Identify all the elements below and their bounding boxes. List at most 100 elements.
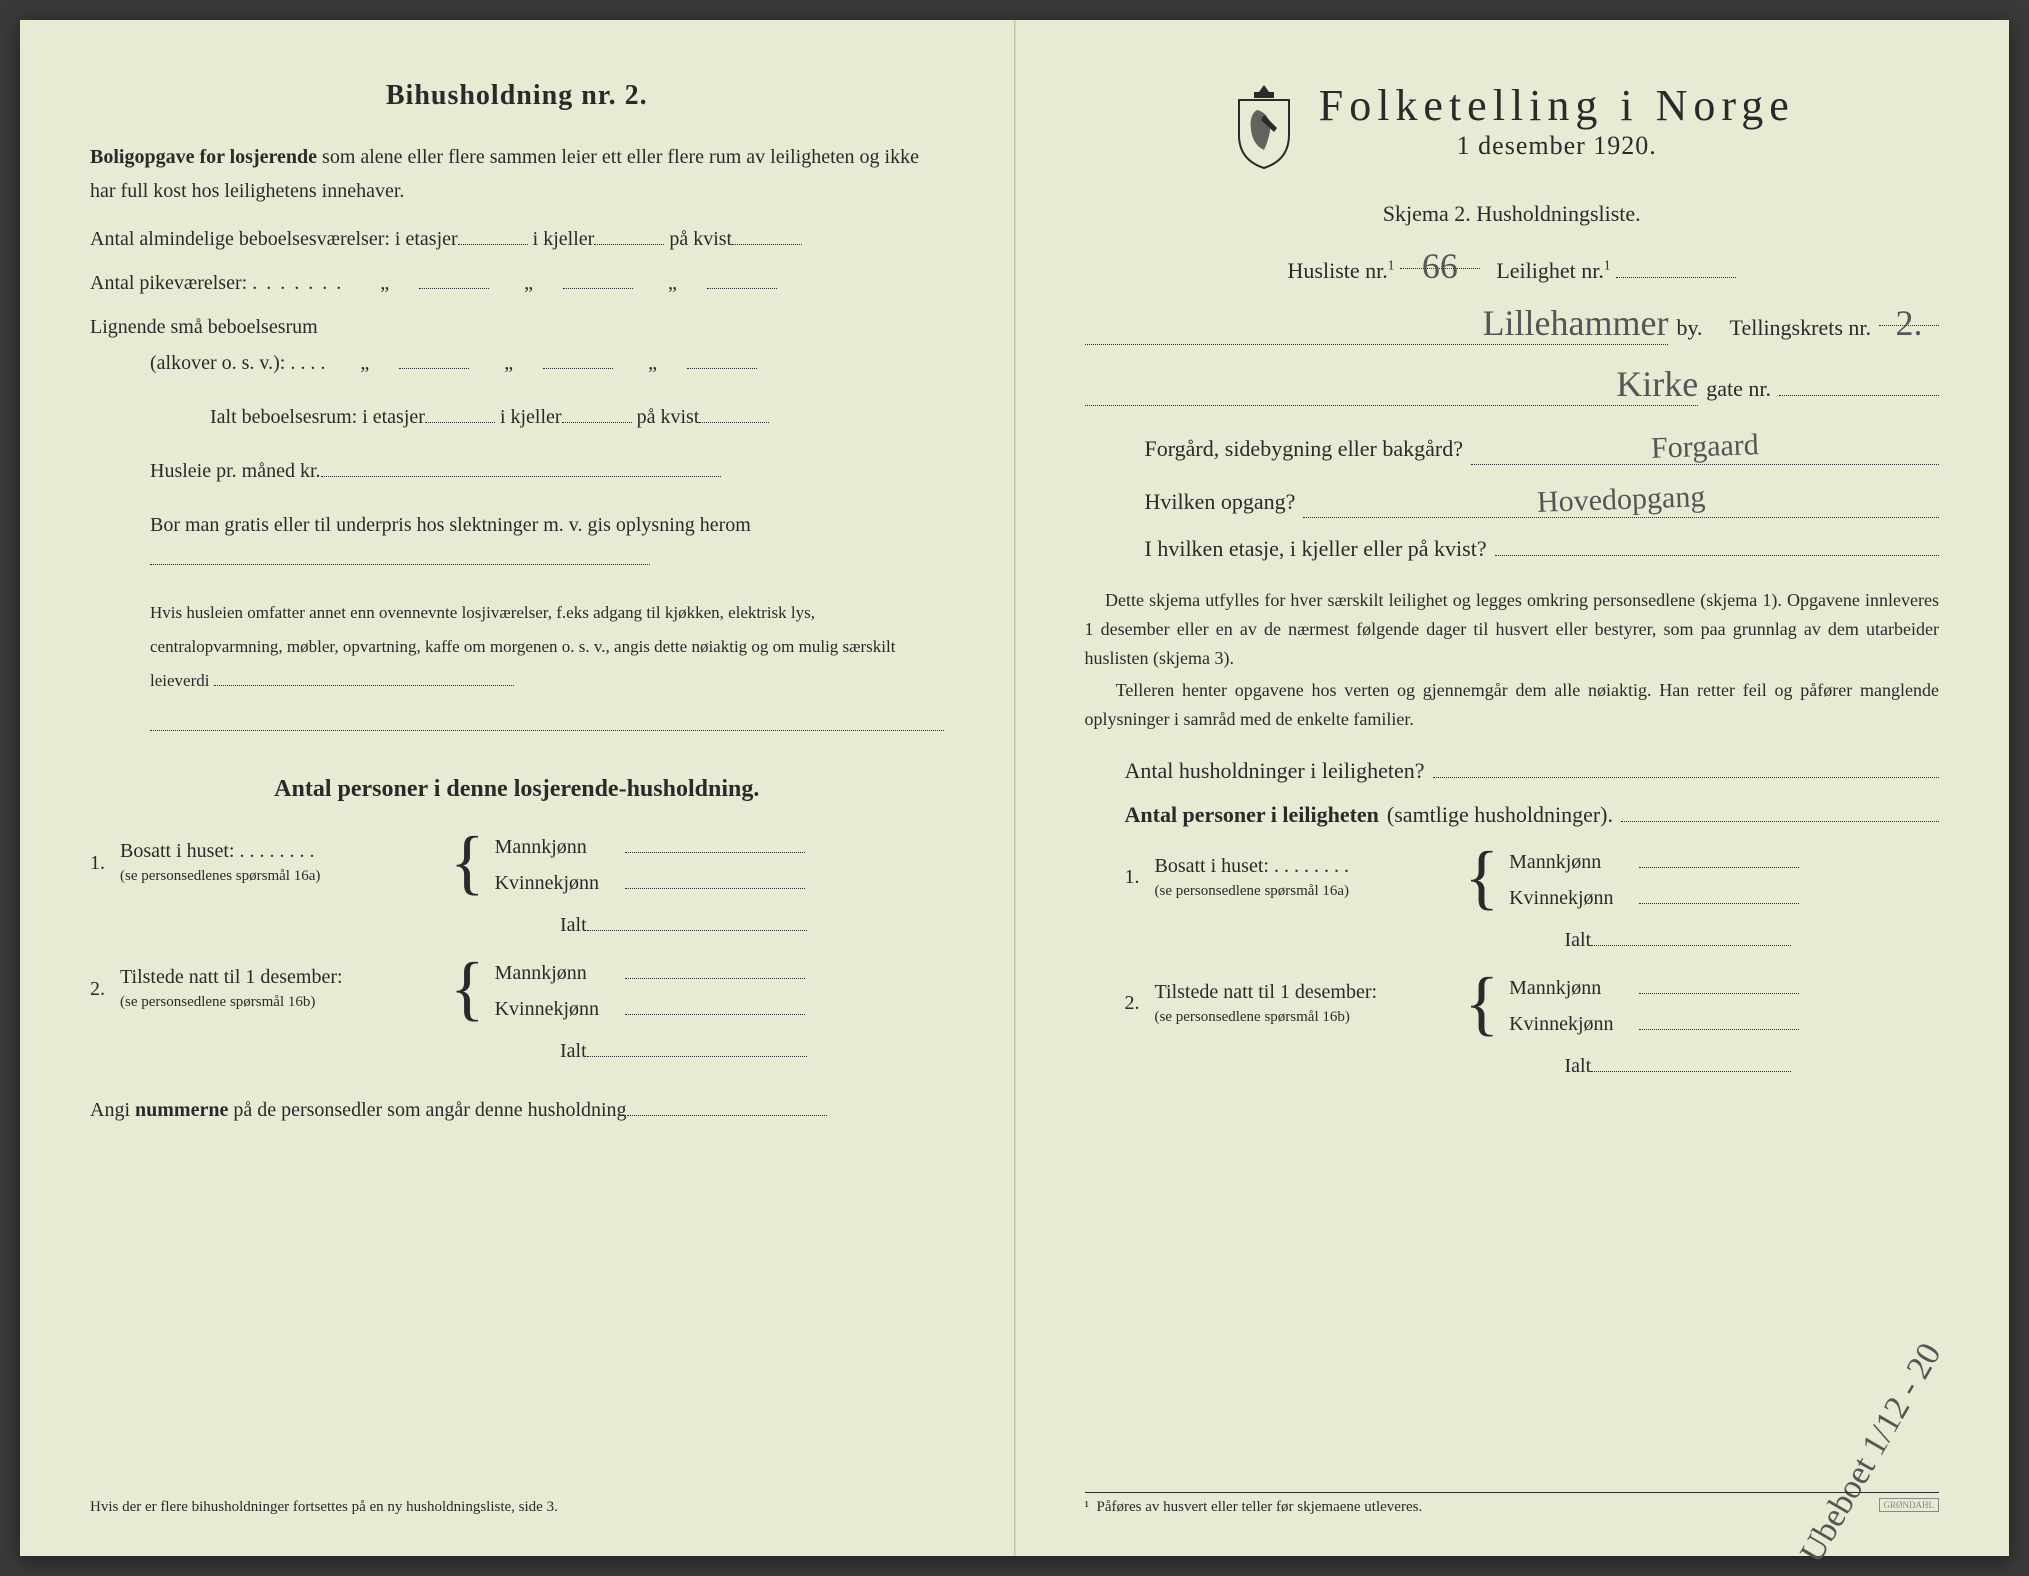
opgang-blank: Hovedopgang — [1303, 483, 1939, 518]
rooms-line: Antal almindelige beboelsesværelser: i e… — [90, 222, 944, 256]
gratis-line: Bor man gratis eller til underpris hos s… — [90, 508, 944, 576]
antal-pers-bold: Antal personer i leiligheten — [1125, 802, 1379, 828]
blank-p1 — [419, 267, 489, 289]
small-rooms-2: (alkover o. s. v.): — [150, 352, 285, 374]
blank-m1 — [625, 831, 805, 853]
mann-1: Mannkjønn — [495, 836, 625, 859]
left-page: Bihusholdning nr. 2. Boligopgave for los… — [20, 20, 1015, 1556]
skjema-line: Skjema 2. Husholdningsliste. — [1085, 201, 1940, 227]
forgard-q: Forgård, sidebygning eller bakgård? — [1145, 436, 1464, 462]
pa-kvist2: på kvist — [637, 406, 700, 428]
blank-s3 — [687, 347, 757, 369]
mann-2: Mannkjønn — [495, 962, 625, 985]
ah-blank — [1433, 777, 1940, 778]
intro-bold: Boligopgave for losjerende — [90, 146, 317, 168]
sup-1: 1 — [1388, 258, 1395, 273]
blank-m2 — [625, 957, 805, 979]
r-bosatt: Bosatt i huset: — [1155, 855, 1269, 877]
title-block: Folketelling i Norge 1 desember 1920. — [1319, 80, 1795, 191]
pa-kvist: på kvist — [669, 228, 732, 250]
brace-1: { — [440, 834, 495, 892]
by-hand: Lillehammer — [1483, 303, 1669, 343]
blank-kvist — [732, 223, 802, 245]
blank-s2 — [543, 347, 613, 369]
r-blank-i1 — [1591, 924, 1791, 946]
i-kjeller2: i kjeller — [500, 406, 562, 428]
printer-stamp: GRØNDAHL — [1879, 1498, 1940, 1512]
r-mann-1: Mannkjønn — [1509, 846, 1799, 874]
r-brace-1: { — [1455, 849, 1510, 907]
mann-line-2: Mannkjønn — [495, 957, 805, 985]
fn-marker: ¹ — [1085, 1499, 1090, 1515]
count-num-2: 2. — [90, 978, 120, 1001]
r-blank-i2 — [1591, 1050, 1791, 1072]
etasje-line: I hvilken etasje, i kjeller eller på kvi… — [1145, 536, 1940, 562]
husliste-val: 66 — [1422, 246, 1458, 286]
leilighet-blank — [1616, 254, 1736, 278]
i-etasjer2: i etasjer — [362, 406, 425, 428]
small-rooms-2-line: (alkover o. s. v.): . . . . „ „ „ — [90, 346, 944, 380]
antal-pers-rest: (samtlige husholdninger). — [1387, 802, 1613, 828]
ialt-1: Ialt — [560, 914, 587, 936]
dots2: . . . . — [290, 352, 330, 374]
blank-kjeller — [594, 223, 664, 245]
by-label: by. — [1676, 315, 1702, 341]
count-title: Antal personer i denne losjerende-hushol… — [90, 776, 944, 803]
right-page: Folketelling i Norge 1 desember 1920. Sk… — [1015, 20, 2010, 1556]
r-mann-lbl-1: Mannkjønn — [1509, 851, 1639, 874]
husliste-label: Husliste nr. — [1288, 258, 1388, 283]
gate-line: Kirke gate nr. — [1085, 363, 1940, 406]
count-num-1: 1. — [90, 852, 120, 875]
r-tilstede-sub: (se personsedlene spørsmål 16b) — [1155, 1009, 1350, 1025]
r-count-label-1: Bosatt i huset: . . . . . . . . (se pers… — [1155, 855, 1455, 901]
r-count-row-2: 2. Tilstede natt til 1 desember: (se per… — [1125, 972, 1940, 1036]
nummerne: nummerne — [135, 1099, 228, 1121]
leilighet-label: Leilighet nr. — [1496, 258, 1604, 283]
note-blank-line — [90, 712, 944, 736]
r-tilstede: Tilstede natt til 1 desember: — [1155, 981, 1378, 1003]
pike-label: Antal pikeværelser: — [90, 272, 247, 294]
brace-2: { — [440, 960, 495, 1018]
antal-pers-line: Antal personer i leiligheten (samtlige h… — [1125, 802, 1940, 828]
husliste-blank: 66 — [1400, 245, 1480, 269]
coat-of-arms-icon — [1229, 80, 1299, 170]
r-count-num-1: 1. — [1125, 866, 1155, 889]
ialt-2: Ialt — [560, 1040, 587, 1062]
census-document: Bihusholdning nr. 2. Boligopgave for los… — [20, 20, 2009, 1556]
kvinne-1: Kvinnekjønn — [495, 872, 625, 895]
ialt-rooms-line: Ialt beboelsesrum: i etasjer i kjeller p… — [90, 400, 944, 434]
gate-nr-blank — [1779, 372, 1939, 396]
quote1: „ — [350, 272, 419, 294]
husliste-line: Husliste nr.1 66 Leilighet nr.1 — [1085, 245, 1940, 284]
gate-hand: Kirke — [1616, 364, 1698, 404]
blank-gratis — [150, 543, 650, 565]
kvinne-line-2: Kvinnekjønn — [495, 993, 805, 1021]
husleie-line: Husleie pr. måned kr. — [90, 454, 944, 488]
count-row-2: 2. Tilstede natt til 1 desember: (se per… — [90, 957, 944, 1021]
ialt-label: Ialt beboelsesrum: — [210, 406, 357, 428]
ap-blank — [1621, 821, 1939, 822]
instr-text-2: Telleren henter opgavene hos verten og g… — [1085, 680, 1940, 729]
blank-k2 — [625, 993, 805, 1015]
blank-pk — [699, 401, 769, 423]
dots — [252, 272, 350, 294]
r-count-row-1: 1. Bosatt i huset: . . . . . . . . (se p… — [1125, 846, 1940, 910]
forgard-line: Forgård, sidebygning eller bakgård? Forg… — [1145, 430, 1940, 465]
bosatt-sub: (se personsedlenes spørsmål 16a) — [120, 868, 320, 884]
main-title: Folketelling i Norge — [1319, 80, 1795, 131]
r-blank-m1 — [1639, 846, 1799, 868]
left-title: Bihusholdning nr. 2. — [90, 80, 944, 112]
q4: „ — [330, 352, 399, 374]
q5: „ — [474, 352, 543, 374]
tilstede-text: Tilstede natt til 1 desember: — [120, 966, 343, 988]
instructions-2: Telleren henter opgavene hos verten og g… — [1085, 676, 1940, 734]
opgang-line: Hvilken opgang? Hovedopgang — [1145, 483, 1940, 518]
mann-line-1: Mannkjønn — [495, 831, 805, 859]
r-ialt-lbl-2: Ialt — [1565, 1055, 1592, 1077]
r-ialt-2: Ialt — [1125, 1050, 1940, 1078]
blank-i2 — [587, 1035, 807, 1057]
blank-ie — [425, 401, 495, 423]
intro-paragraph: Boligopgave for losjerende som alene ell… — [90, 140, 944, 208]
long-blank-1 — [150, 712, 944, 731]
i-kjeller: i kjeller — [533, 228, 595, 250]
